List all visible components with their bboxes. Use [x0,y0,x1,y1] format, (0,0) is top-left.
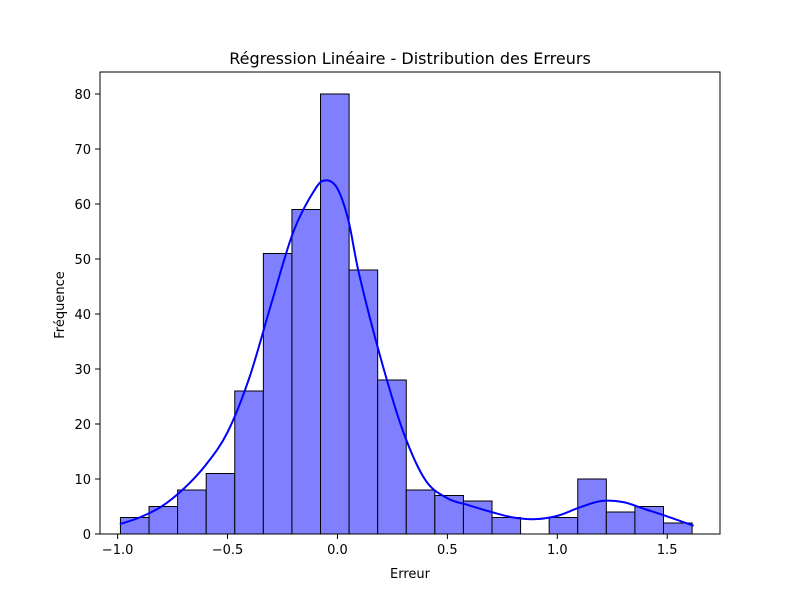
histogram-bar-12 [462,500,493,535]
histogram-bar-7 [320,93,350,535]
x-tick-label-3: 0.5 [437,543,458,558]
histogram-bar-11 [434,495,464,535]
histogram-bar-6 [291,209,322,535]
y-axis-label: Fréquence [53,271,68,338]
histogram-bars [119,93,693,535]
histogram-bar-3 [205,473,236,535]
y-tick-label-8: 80 [74,88,91,103]
kde-curve [119,179,694,527]
y-tick-label-0: 0 [83,528,91,543]
histogram-bar-13 [491,517,522,535]
histogram-bar-8 [348,269,379,535]
x-tick-label-2: 0.0 [327,543,348,558]
y-axis-ticks: 0 10 20 30 40 50 60 70 80 [74,88,100,543]
x-tick-label-0: −1.0 [102,543,134,558]
x-tick-label-5: 1.5 [657,543,678,558]
x-axis-ticks: −1.0 −0.5 0.0 0.5 1.0 1.5 [102,534,678,558]
y-tick-label-7: 70 [74,143,91,158]
y-tick-label-5: 50 [74,253,91,268]
histogram-bar-17 [605,511,636,535]
x-axis-label: Erreur [390,567,431,582]
y-tick-label-4: 40 [74,308,91,323]
y-tick-label-2: 20 [74,418,91,433]
histogram-bar-4 [234,390,264,535]
histogram-bar-15 [548,517,579,535]
y-tick-label-3: 30 [74,363,91,378]
x-tick-label-1: −0.5 [212,543,244,558]
y-tick-label-1: 10 [74,473,91,488]
chart-title: Régression Linéaire - Distribution des E… [229,49,591,68]
histogram-bar-10 [405,489,436,535]
histogram-bar-5 [262,253,293,535]
histogram-bar-9 [377,379,407,535]
x-tick-label-4: 1.0 [547,543,568,558]
y-tick-label-6: 60 [74,198,91,213]
plot-area-frame [99,71,721,535]
histogram-bar-2 [177,489,207,535]
